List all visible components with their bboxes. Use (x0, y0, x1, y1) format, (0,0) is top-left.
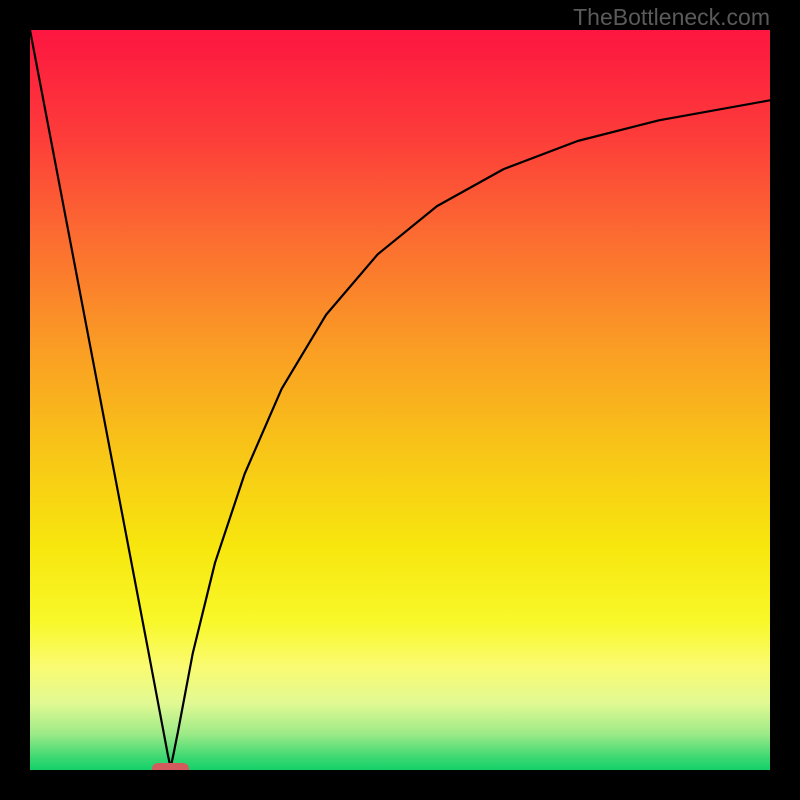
watermark-text: TheBottleneck.com (573, 4, 770, 31)
plot-area (30, 30, 770, 770)
optimum-marker (152, 763, 189, 770)
bottleneck-curve (30, 30, 770, 770)
